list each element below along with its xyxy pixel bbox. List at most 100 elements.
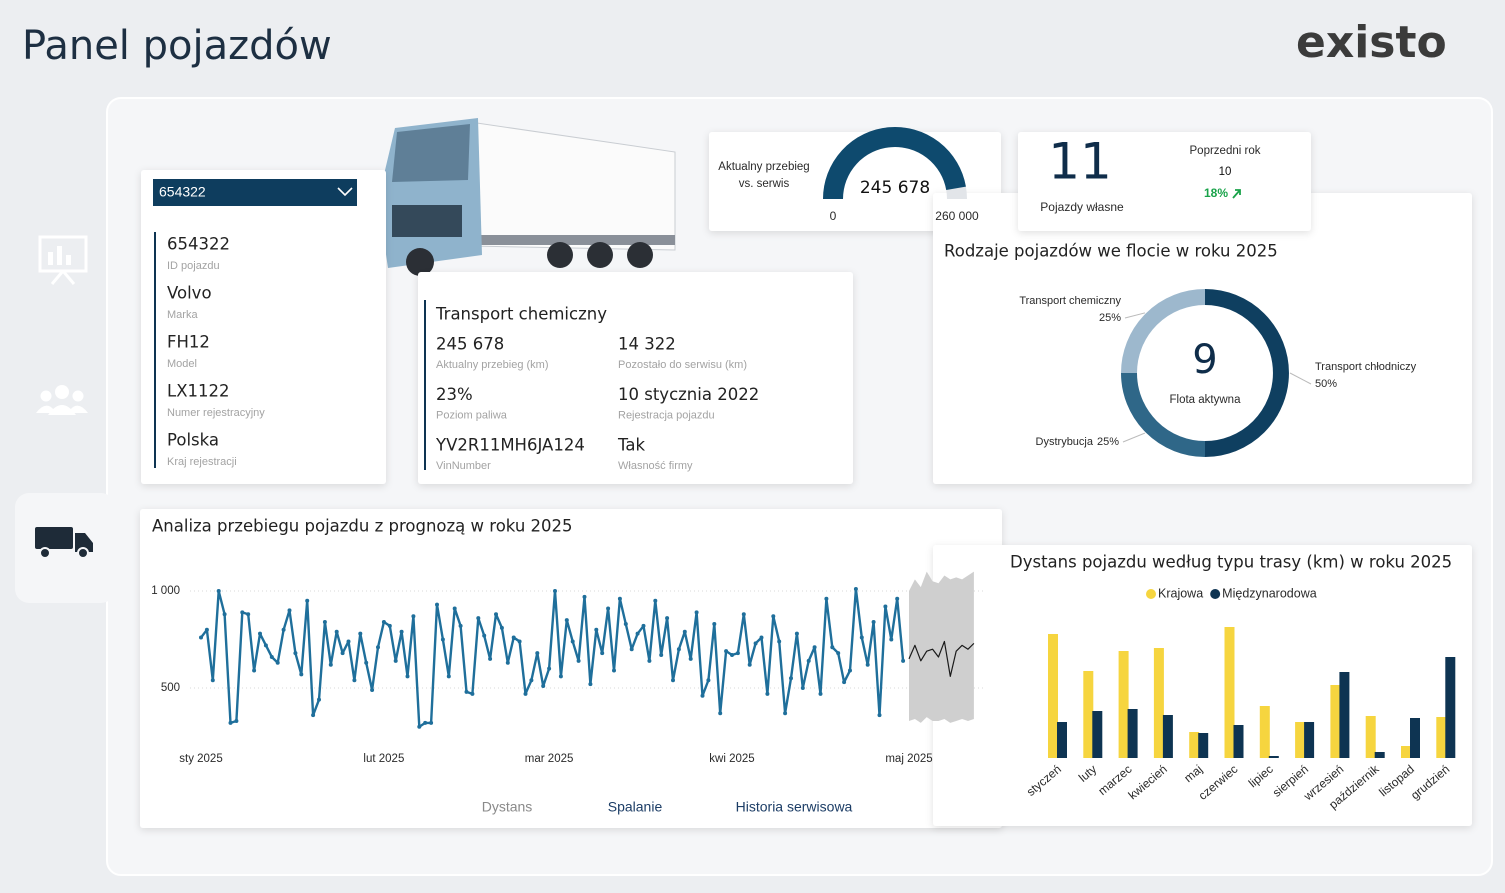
point xyxy=(222,612,227,617)
point xyxy=(617,596,622,601)
point xyxy=(452,606,457,611)
detail-label: Kraj rejestracji xyxy=(167,456,237,468)
donut-center-value: 9 xyxy=(1192,337,1217,383)
dropdown-value[interactable]: 654322 xyxy=(159,184,206,200)
tab[interactable]: Spalanie xyxy=(608,799,663,815)
detail-label: Marka xyxy=(167,309,198,321)
point xyxy=(204,627,209,632)
point xyxy=(818,691,823,696)
point xyxy=(476,616,481,621)
point xyxy=(635,631,640,636)
kpi-arrow xyxy=(1232,189,1241,199)
point xyxy=(387,623,392,628)
info-label: Własność firmy xyxy=(618,460,693,472)
point xyxy=(228,720,233,725)
point xyxy=(665,616,670,621)
tab[interactable]: Dystans xyxy=(482,799,533,815)
point xyxy=(570,639,575,644)
point xyxy=(594,627,599,632)
bar xyxy=(1083,671,1094,758)
point xyxy=(682,629,687,634)
point xyxy=(730,653,734,658)
point xyxy=(252,668,257,673)
point xyxy=(629,647,634,652)
info-card xyxy=(418,272,853,484)
detail-value: Polska xyxy=(167,431,219,450)
kpi-label: Pojazdy własne xyxy=(1040,200,1124,214)
point xyxy=(600,651,605,656)
info-label: Poziom paliwa xyxy=(436,409,508,421)
legend-label: Krajowa xyxy=(1158,586,1203,600)
nav-icon-truck[interactable] xyxy=(35,527,93,559)
point xyxy=(759,635,764,640)
donut-value-label: 25% xyxy=(1099,312,1121,324)
point xyxy=(334,629,339,634)
bar xyxy=(1118,651,1129,758)
point xyxy=(440,637,445,642)
info-value: 14 322 xyxy=(618,335,676,354)
vehicle-card xyxy=(141,170,386,484)
point xyxy=(511,635,516,640)
point xyxy=(735,651,740,656)
point xyxy=(747,662,752,667)
bar xyxy=(1189,732,1200,758)
point xyxy=(523,691,528,696)
point xyxy=(505,660,510,665)
point xyxy=(446,674,451,679)
kpi-change: 18% xyxy=(1204,186,1228,200)
series-line xyxy=(908,640,975,677)
bar xyxy=(1295,722,1306,758)
donut-label: Transport chemiczny xyxy=(1019,295,1121,307)
point xyxy=(417,724,422,729)
detail-label: Numer rejestracyjny xyxy=(167,407,265,419)
point xyxy=(865,662,870,667)
point xyxy=(842,680,847,685)
kpi-card xyxy=(1018,132,1311,231)
bar xyxy=(1445,657,1456,758)
nav-icon-reports[interactable] xyxy=(38,235,88,285)
point xyxy=(517,639,522,644)
legend-marker xyxy=(1146,589,1156,599)
nav-icon-people[interactable] xyxy=(36,385,88,415)
point xyxy=(246,612,251,617)
point xyxy=(322,620,327,625)
bar xyxy=(1162,715,1173,758)
dropdown-chevron[interactable] xyxy=(337,187,353,197)
gauge-label: Aktualny przebieg xyxy=(718,161,809,173)
bar xyxy=(1304,722,1315,758)
point xyxy=(753,641,758,646)
x-tick-label: mar 2025 xyxy=(525,753,574,765)
info-value: Tak xyxy=(617,436,645,455)
point xyxy=(694,610,699,615)
point xyxy=(305,598,310,603)
donut-center-label: Flota aktywna xyxy=(1170,394,1242,406)
vehicle-dropdown[interactable] xyxy=(153,179,357,206)
bar xyxy=(1048,634,1058,758)
point xyxy=(234,718,239,723)
point xyxy=(824,596,829,601)
gauge-tick-label: 260 000 xyxy=(935,209,979,223)
y-tick-label: 500 xyxy=(161,682,180,694)
donut-label: Dystrybucja xyxy=(1036,436,1094,448)
point xyxy=(210,678,215,683)
kpi-previous-value: 10 xyxy=(1219,166,1232,178)
line-card xyxy=(140,509,1002,828)
point xyxy=(340,651,345,656)
point xyxy=(458,623,463,628)
x-tick-label: sty 2025 xyxy=(179,753,222,765)
point xyxy=(700,693,705,698)
forecast-band xyxy=(909,571,974,723)
point xyxy=(606,606,611,611)
detail-value: FH12 xyxy=(167,333,210,352)
detail-label: ID pojazdu xyxy=(167,260,220,272)
point xyxy=(411,614,416,619)
point xyxy=(482,633,487,638)
gauge-tick-label: 0 xyxy=(830,209,837,223)
logo: existo xyxy=(1296,17,1447,68)
point xyxy=(576,658,581,663)
info-label: VinNumber xyxy=(436,460,491,472)
tab[interactable]: Historia serwisowa xyxy=(736,799,853,815)
bar xyxy=(1092,711,1103,758)
info-label: Pozostało do serwisu (km) xyxy=(618,359,747,371)
point xyxy=(859,635,864,640)
